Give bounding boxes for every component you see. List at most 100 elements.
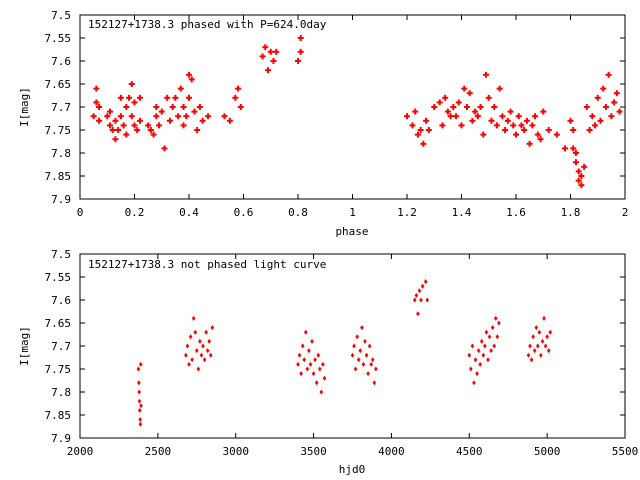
data-point <box>161 145 168 152</box>
data-point <box>589 113 596 120</box>
data-point <box>485 94 492 101</box>
data-point <box>112 136 119 143</box>
data-point <box>131 122 138 129</box>
data-point <box>128 81 135 87</box>
y-tick-label: 7.8 <box>51 147 71 160</box>
x-tick-label: 0.6 <box>234 206 254 219</box>
data-point <box>611 99 618 106</box>
data-point <box>302 357 307 363</box>
data-point <box>472 380 476 386</box>
x-tick-label: 2 <box>622 206 629 219</box>
y-tick-label: 7.55 <box>45 32 72 45</box>
data-point <box>221 113 228 120</box>
data-point <box>502 127 509 133</box>
data-point <box>120 122 127 129</box>
x-tick-label: 1.4 <box>452 206 472 219</box>
data-point <box>495 334 500 340</box>
data-point <box>526 140 533 147</box>
data-point <box>537 136 544 143</box>
data-point <box>196 104 203 110</box>
unphased-plot-xlabel: hjd0 <box>339 463 366 476</box>
data-point <box>534 131 541 138</box>
data-point <box>237 104 244 110</box>
data-point <box>546 348 551 354</box>
data-point <box>540 108 547 115</box>
data-point <box>478 361 482 367</box>
data-point <box>296 361 300 367</box>
data-point <box>372 380 377 386</box>
data-point <box>605 71 612 78</box>
data-point <box>199 117 206 124</box>
data-point <box>194 348 199 354</box>
data-point <box>295 58 301 64</box>
data-point <box>455 99 462 106</box>
data-point <box>158 108 165 115</box>
data-point <box>303 329 308 335</box>
data-point <box>186 94 192 101</box>
data-point <box>592 122 599 129</box>
y-tick-label: 7.55 <box>45 271 72 284</box>
data-point <box>529 357 534 363</box>
data-point <box>262 44 269 51</box>
data-point <box>489 348 493 354</box>
data-point <box>419 297 423 303</box>
data-point <box>361 361 366 367</box>
data-point <box>123 131 130 138</box>
data-point <box>412 108 419 115</box>
data-point <box>493 315 498 321</box>
data-point <box>499 113 506 120</box>
data-point <box>194 127 201 133</box>
data-point <box>537 329 542 335</box>
data-point <box>469 366 473 372</box>
data-point <box>355 334 359 340</box>
data-point <box>104 113 111 120</box>
data-point <box>191 108 198 115</box>
data-point <box>204 329 208 335</box>
data-point <box>586 127 593 133</box>
y-tick-label: 7.65 <box>45 317 72 330</box>
data-point <box>352 343 356 349</box>
data-point <box>492 343 496 349</box>
data-point <box>177 85 184 92</box>
data-point <box>616 108 623 115</box>
data-point <box>138 417 142 423</box>
data-point <box>461 85 468 92</box>
data-point <box>153 113 160 120</box>
data-point <box>539 352 543 358</box>
data-point <box>528 343 532 349</box>
data-point <box>128 113 135 120</box>
data-point <box>300 343 305 349</box>
data-point <box>420 283 425 289</box>
data-point <box>447 113 454 120</box>
data-point <box>463 104 470 110</box>
data-point <box>188 334 193 340</box>
data-point <box>136 94 143 101</box>
data-point <box>490 325 495 331</box>
x-tick-label: 0.8 <box>288 206 308 219</box>
data-point <box>137 380 141 386</box>
data-point <box>267 48 274 55</box>
data-point <box>183 113 190 120</box>
data-point <box>364 352 369 358</box>
data-point <box>417 288 422 294</box>
data-point <box>481 352 486 358</box>
data-point <box>210 325 215 331</box>
data-point <box>425 297 430 303</box>
data-point <box>196 366 201 372</box>
y-tick-label: 7.6 <box>51 55 71 68</box>
data-point <box>507 108 514 115</box>
data-point <box>597 117 604 124</box>
x-tick-label: 1.6 <box>506 206 526 219</box>
data-point <box>409 122 416 129</box>
data-point <box>123 104 130 110</box>
data-point <box>297 48 304 55</box>
data-point <box>545 334 549 340</box>
data-point <box>136 117 143 124</box>
y-tick-label: 7.8 <box>51 386 71 399</box>
data-point <box>137 407 142 413</box>
unphased-plot-ticks: 2000 2500 3000 3500 4000 4500 5000 5500 7.5 7.55 7… <box>45 248 639 458</box>
data-point <box>453 113 460 120</box>
data-point <box>166 117 173 124</box>
data-point <box>412 297 417 303</box>
data-point <box>480 131 487 138</box>
